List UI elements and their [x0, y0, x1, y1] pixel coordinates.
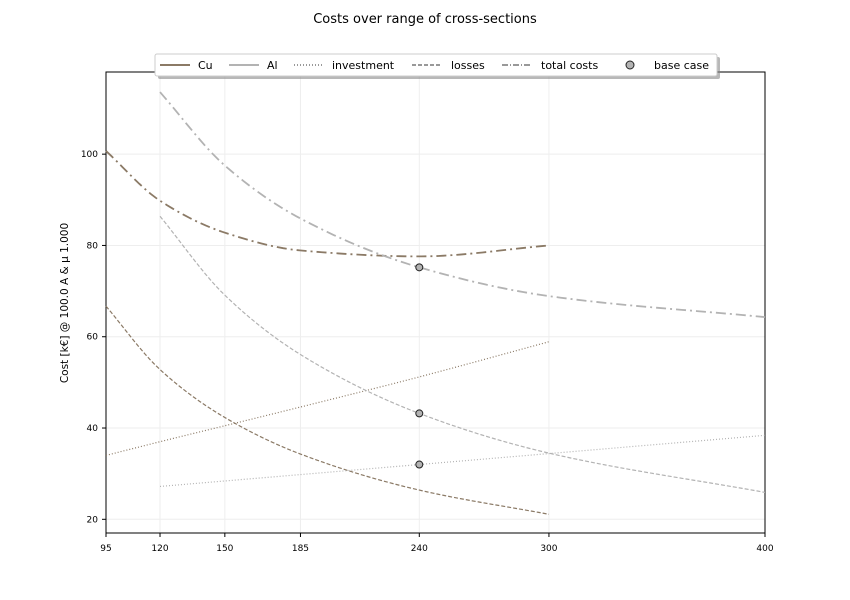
grid	[105, 72, 766, 533]
base-case-markers	[415, 263, 424, 469]
series-layer	[105, 91, 766, 515]
y-tick-label: 100	[81, 150, 98, 160]
x-tick-label: 150	[216, 544, 233, 554]
legend-label-total-costs: total costs	[541, 59, 598, 72]
base-case-point	[415, 460, 424, 469]
chart-title: Costs over range of cross-sections	[313, 12, 537, 27]
axis-ticks: 95 120 150 185 240 300 400 20 40 60 80 100	[81, 150, 774, 554]
series-line-cu-investment	[105, 341, 550, 456]
y-tick-label: 40	[87, 424, 99, 434]
legend-label-investment: investment	[332, 59, 395, 72]
y-axis-label: Cost [k€] @ 100.0 A & μ 1.000	[59, 223, 71, 383]
x-tick-label: 300	[540, 544, 557, 554]
base-case-point	[415, 409, 424, 418]
legend-swatch-base-case	[625, 60, 635, 70]
x-tick-label: 95	[100, 544, 111, 554]
y-tick-label: 20	[87, 515, 99, 525]
x-tick-label: 240	[411, 544, 428, 554]
series-line-al-losses	[159, 215, 766, 493]
series-line-al-total-costs	[159, 91, 766, 319]
plot-frame	[105, 71, 766, 534]
series-line-cu-total-costs	[105, 150, 550, 258]
y-tick-label: 80	[87, 241, 99, 251]
base-case-point	[415, 263, 424, 272]
legend: Cu Al investment losses total costs base…	[154, 53, 720, 79]
legend-label-al: Al	[267, 59, 278, 72]
x-tick-label: 120	[151, 544, 168, 554]
y-tick-label: 60	[87, 333, 99, 343]
x-tick-label: 400	[756, 544, 773, 554]
series-line-cu-losses	[105, 305, 550, 515]
x-tick-label: 185	[292, 544, 309, 554]
legend-label-base-case: base case	[654, 59, 709, 72]
series-line-al-investment	[159, 434, 766, 488]
legend-label-losses: losses	[451, 59, 485, 72]
legend-label-cu: Cu	[198, 59, 213, 72]
